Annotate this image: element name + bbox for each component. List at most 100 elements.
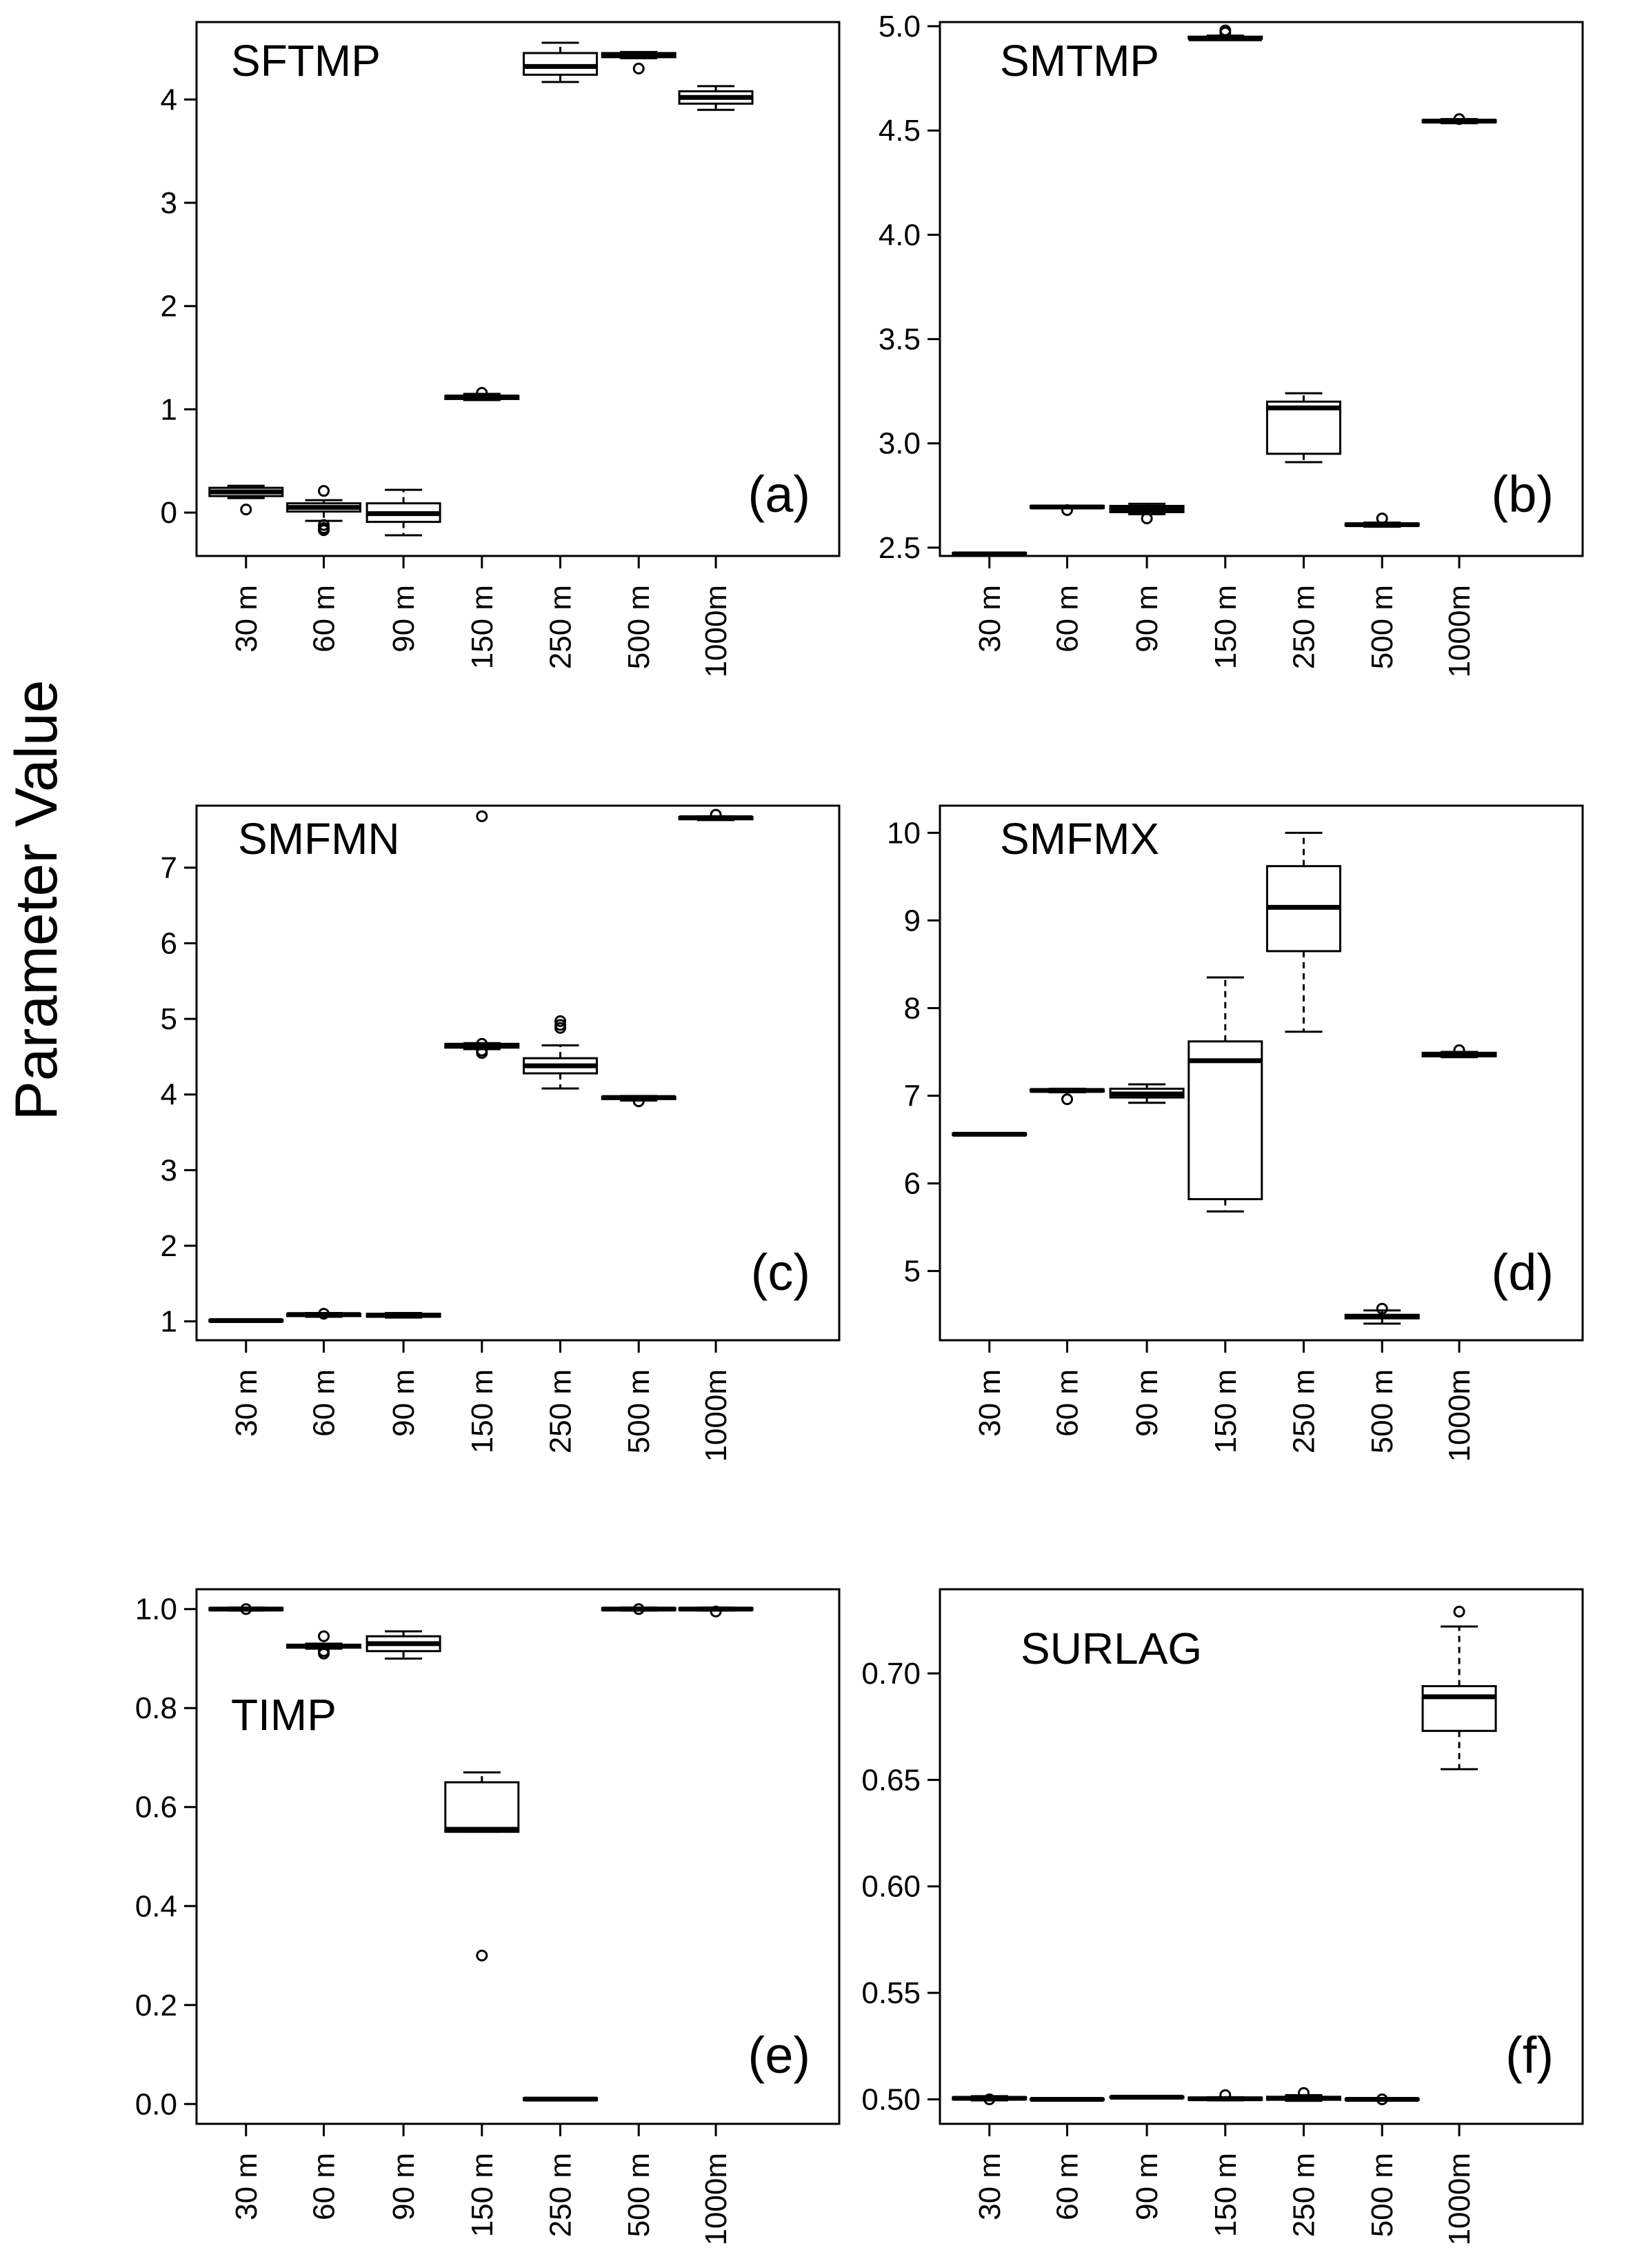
box-150m bbox=[1187, 2089, 1263, 2102]
y-tick-label: 1.0 bbox=[135, 1593, 177, 1627]
x-tick-label: 90 m bbox=[387, 1369, 421, 1437]
panel-label: (b) bbox=[1492, 466, 1554, 523]
box-1000m bbox=[1421, 1605, 1497, 1771]
y-tick-label: 0.8 bbox=[135, 1691, 177, 1725]
y-tick-label: 5 bbox=[904, 1255, 921, 1289]
box-1000m bbox=[678, 808, 754, 822]
y-tick-label: 0.4 bbox=[135, 1889, 177, 1923]
iqr-box bbox=[444, 1781, 520, 1833]
x-tick-label: 30 m bbox=[230, 1369, 263, 1437]
x-tick-label: 500 m bbox=[622, 585, 656, 669]
iqr-box bbox=[523, 52, 599, 76]
y-tick-label: 3 bbox=[161, 186, 177, 220]
box-250m bbox=[1266, 831, 1342, 1033]
plot-frame bbox=[195, 21, 841, 557]
y-tick-label: 4 bbox=[161, 83, 177, 117]
outlier-point bbox=[1219, 24, 1232, 37]
y-tick-label: 3.0 bbox=[879, 427, 921, 461]
iqr-box bbox=[1266, 400, 1342, 455]
box-30m bbox=[952, 551, 1028, 557]
box-1000m bbox=[1421, 113, 1497, 126]
outlier-point bbox=[1141, 513, 1153, 525]
y-tick-label: 4.5 bbox=[879, 114, 921, 148]
box-150m bbox=[1187, 976, 1263, 1213]
y-tick-label: 4.0 bbox=[879, 218, 921, 252]
panel-a: 0 1 2 3 4 30 m 60 m 90 m 150 m 250 m 500 m 1000m SFT… bbox=[161, 21, 841, 678]
box-60m bbox=[1030, 2096, 1105, 2102]
box-150m bbox=[444, 810, 520, 1059]
box-30m bbox=[208, 1603, 284, 1615]
outlier-point bbox=[318, 1647, 330, 1660]
x-tick-label: 60 m bbox=[308, 1369, 341, 1437]
outlier-point bbox=[1219, 2089, 1232, 2101]
y-tick-label: 7 bbox=[161, 851, 177, 885]
box-500m bbox=[1344, 513, 1420, 528]
x-tick-label: 500 m bbox=[622, 1369, 656, 1453]
x-tick-label: 250 m bbox=[1287, 585, 1321, 669]
outlier-point bbox=[554, 1015, 567, 1027]
panel-c: 1 2 3 4 5 6 7 30 m 60 m 90 m 150 m 250 m 500 m 1000m S… bbox=[161, 804, 841, 1462]
box-60m bbox=[286, 1630, 362, 1660]
y-tick-label: 1 bbox=[161, 1305, 177, 1339]
outlier-point bbox=[318, 1308, 330, 1320]
box-150m bbox=[444, 1771, 520, 1962]
box-500m bbox=[1344, 2093, 1420, 2105]
x-tick-label: 30 m bbox=[973, 585, 1007, 653]
y-tick-label: 3.5 bbox=[879, 323, 921, 357]
x-tick-label: 60 m bbox=[1051, 585, 1085, 653]
x-tick-label: 500 m bbox=[1365, 585, 1399, 669]
x-tick-label: 150 m bbox=[1209, 1369, 1243, 1453]
box-150m bbox=[1187, 24, 1263, 41]
x-tick-label: 90 m bbox=[387, 585, 421, 653]
x-tick-label: 500 m bbox=[622, 2153, 656, 2237]
y-tick-label: 2.5 bbox=[879, 531, 921, 565]
outlier-point bbox=[240, 1603, 252, 1615]
box-90m bbox=[1109, 2094, 1185, 2100]
box-250m bbox=[1266, 2087, 1342, 2102]
x-tick-label: 250 m bbox=[544, 2153, 578, 2237]
box-150m bbox=[444, 386, 520, 401]
outlier-point bbox=[240, 504, 252, 516]
y-tick-label: 0 bbox=[161, 496, 177, 530]
outlier-point bbox=[1453, 1044, 1465, 1056]
panel-title: SMFMN bbox=[238, 814, 400, 864]
y-tick-label: 0.70 bbox=[861, 1657, 921, 1691]
x-tick-label: 30 m bbox=[973, 2153, 1007, 2220]
panel-label: (a) bbox=[748, 466, 810, 523]
outlier-point bbox=[983, 2093, 996, 2105]
panel-b: 2.5 3.0 3.5 4.0 4.5 5.0 30 m 60 m 90 m 150 m 250 m… bbox=[879, 10, 1584, 678]
y-tick-label: 5 bbox=[161, 1002, 177, 1036]
outlier-point bbox=[476, 1044, 488, 1057]
box-30m bbox=[952, 2093, 1028, 2105]
box-60m bbox=[1030, 504, 1105, 516]
box-1000m bbox=[678, 85, 754, 111]
y-tick-label: 9 bbox=[904, 904, 921, 937]
outlier-point bbox=[318, 1630, 330, 1642]
panel-title: SURLAG bbox=[1021, 1624, 1202, 1673]
x-tick-label: 60 m bbox=[1051, 1369, 1085, 1437]
x-tick-label: 90 m bbox=[1130, 2153, 1164, 2220]
box-90m bbox=[365, 1312, 441, 1319]
plot-frame bbox=[195, 804, 841, 1342]
y-tick-label: 5.0 bbox=[879, 10, 921, 43]
x-tick-label: 1000m bbox=[699, 2153, 733, 2246]
outlier-point bbox=[1298, 2087, 1310, 2099]
y-tick-label: 0.65 bbox=[861, 1763, 921, 1797]
panel-label: (c) bbox=[751, 1244, 810, 1301]
x-tick-label: 1000m bbox=[1443, 2153, 1476, 2246]
panels: 0 1 2 3 4 30 m 60 m 90 m 150 m 250 m 500 m 1000m SFT… bbox=[135, 10, 1584, 2246]
outlier-point bbox=[710, 1605, 722, 1618]
panel-d: 5 6 7 8 9 10 30 m 60 m 90 m 150 m 250 m 500 m 1000m S… bbox=[887, 804, 1584, 1462]
y-tick-label: 6 bbox=[904, 1167, 921, 1201]
box-30m bbox=[208, 1317, 284, 1323]
box-250m bbox=[523, 2096, 599, 2102]
outlier-point bbox=[476, 1037, 488, 1050]
box-60m bbox=[286, 1308, 362, 1320]
x-tick-label: 500 m bbox=[1365, 1369, 1399, 1453]
x-tick-label: 150 m bbox=[465, 1369, 499, 1453]
box-250m bbox=[523, 1015, 599, 1090]
x-tick-label: 250 m bbox=[544, 585, 578, 669]
x-tick-label: 30 m bbox=[973, 1369, 1007, 1437]
x-tick-label: 1000m bbox=[1443, 585, 1476, 678]
y-tick-label: 0.0 bbox=[135, 2087, 177, 2121]
